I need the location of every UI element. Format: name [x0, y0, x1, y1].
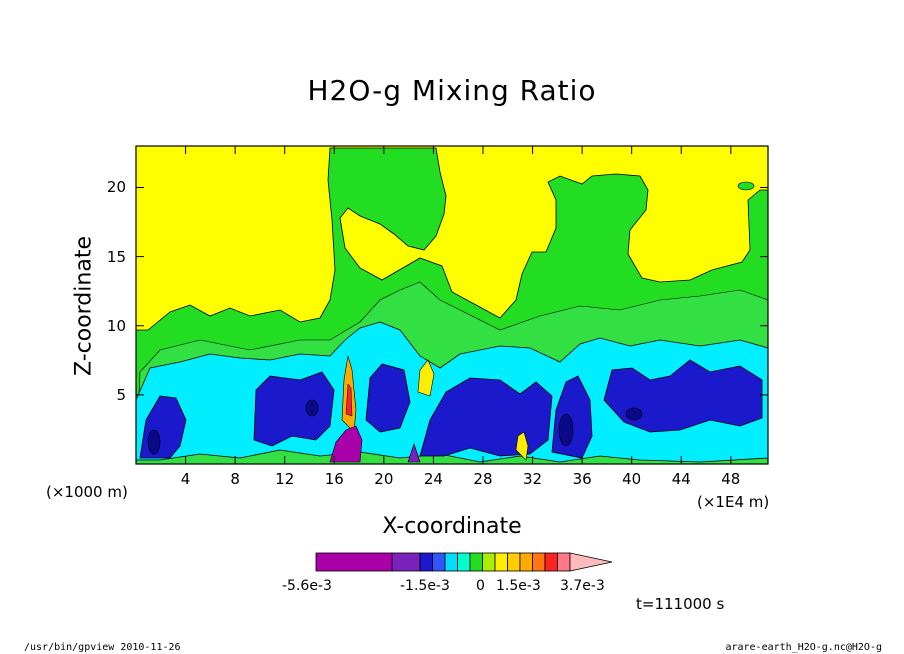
- y-tick-label: 15: [106, 247, 126, 266]
- x-tick-label: 4: [180, 470, 191, 488]
- small-green-blob: [737, 181, 755, 191]
- chart-title: H2O-g Mixing Ratio: [307, 74, 597, 107]
- deep-blue-core-3: [558, 413, 574, 447]
- x-tick-label: 20: [374, 470, 394, 488]
- purple-region-2: [407, 443, 421, 463]
- footer-right: arare-earth_H2O-g.nc@H2O-g: [725, 642, 882, 653]
- contour-plot: [135, 145, 769, 465]
- yellow-plume-1: [417, 359, 435, 397]
- colorbar-label: -1.5e-3: [400, 578, 450, 594]
- colorbar-swatch: [482, 552, 496, 572]
- colorbar-label: 1.5e-3: [496, 578, 541, 594]
- blue-cell-3: [365, 363, 411, 433]
- convective-core: [345, 383, 353, 417]
- colorbar-swatch: [432, 552, 446, 572]
- colorbar-swatch: [569, 552, 613, 572]
- x-tick-label: 12: [275, 470, 295, 488]
- deep-blue-core-1: [147, 429, 161, 455]
- colorbar-swatch: [494, 552, 508, 572]
- colorbar-label: -5.6e-3: [282, 578, 332, 594]
- x-tick-label: 36: [572, 470, 592, 488]
- colorbar-label: 3.7e-3: [560, 578, 605, 594]
- colorbar-swatch: [469, 552, 483, 572]
- footer-left: /usr/bin/gpview 2010-11-26: [24, 642, 181, 653]
- colorbar-swatch: [519, 552, 533, 572]
- x-unit-left: (×1000 m): [46, 483, 128, 501]
- colorbar-swatch: [315, 552, 393, 572]
- x-tick-label: 24: [423, 470, 443, 488]
- colorbar-swatch: [391, 552, 421, 572]
- colorbar-swatch: [532, 552, 546, 572]
- x-axis-label: X-coordinate: [382, 514, 522, 539]
- y-tick-marks: [136, 186, 768, 396]
- y-axis-label: Z-coordinate: [71, 236, 97, 376]
- x-tick-label: 40: [622, 470, 642, 488]
- colorbar-swatch: [507, 552, 521, 572]
- colorbar-swatch: [419, 552, 433, 572]
- yellow-plume-2: [515, 431, 529, 461]
- purple-region: [329, 425, 363, 463]
- blue-cell-2: [253, 371, 335, 447]
- colorbar-swatch: [557, 552, 571, 572]
- colorbar-swatch: [457, 552, 471, 572]
- x-tick-label: 48: [721, 470, 741, 488]
- x-tick-label: 8: [230, 470, 240, 488]
- x-tick-marks: [185, 146, 732, 464]
- time-label: t=111000 s: [636, 595, 725, 613]
- colorbar: [315, 552, 613, 572]
- blue-cell-6: [603, 359, 763, 433]
- x-unit-right: (×1E4 m): [697, 493, 770, 511]
- colorbar-swatch: [544, 552, 558, 572]
- y-tick-label: 5: [116, 385, 126, 404]
- y-tick-label: 10: [106, 316, 126, 335]
- plot-frame: [135, 145, 769, 465]
- colorbar-label: 0: [476, 578, 485, 594]
- x-tick-label: 28: [473, 470, 493, 488]
- colorbar-swatch: [444, 552, 458, 572]
- x-tick-label: 32: [523, 470, 543, 488]
- y-tick-label: 20: [106, 178, 126, 197]
- deep-blue-core-4: [625, 407, 643, 421]
- x-tick-label: 44: [671, 470, 691, 488]
- x-tick-label: 16: [324, 470, 344, 488]
- deep-blue-core-2: [305, 399, 319, 417]
